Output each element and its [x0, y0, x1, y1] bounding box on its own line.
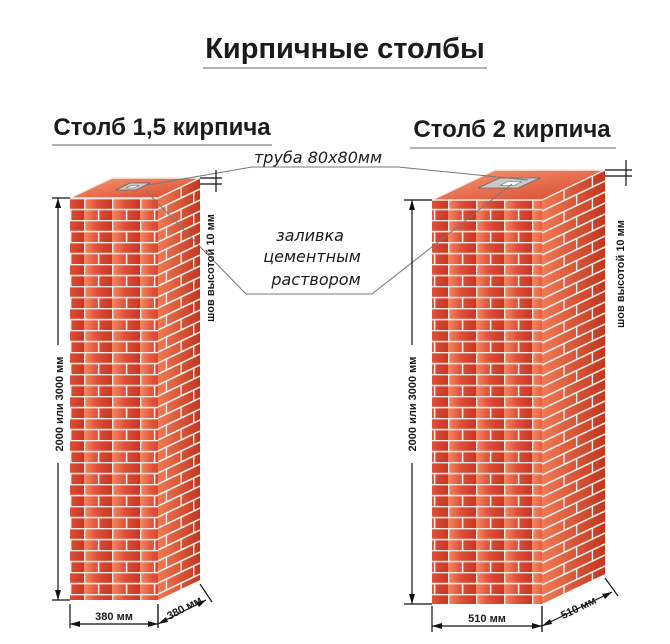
pipe-callout-label: труба 80х80мм — [254, 148, 382, 167]
pillar-right-heading: Столб 2 кирпича — [413, 116, 611, 143]
pillar-left-width-label: 380 мм — [95, 611, 133, 623]
pipe-leader-right — [397, 166, 529, 181]
pillar-left-pipe-hole — [125, 185, 140, 189]
pillar-right-height-label: 2000 или 3000 мм — [407, 357, 419, 452]
fill-callout-line3: раствором — [270, 270, 360, 289]
pillar-right-width-dimension: 510 мм — [431, 606, 543, 632]
fill-callout-line1: заливка — [276, 226, 344, 245]
seam-right-label: шов высотой 10 мм — [615, 220, 627, 328]
pillar-right-side-mortar — [541, 176, 606, 597]
pillar-left-height-dimension: 2000 или 3000 мм — [50, 197, 70, 601]
fill-leader-left — [144, 189, 247, 295]
pillar-left-front-face — [70, 198, 158, 600]
pillar-left-heading: Столб 1,5 кирпича — [53, 114, 271, 141]
pillar-left-side-face — [158, 178, 200, 600]
diagram-title: Кирпичные столбы — [205, 33, 485, 65]
fill-callout-line2: цементным — [263, 247, 361, 266]
pillar-right-front-face — [432, 200, 542, 604]
pillar-left — [69, 177, 201, 600]
pillar-right-side-face — [542, 170, 605, 604]
pillar-left-depth-label: 380 мм — [165, 594, 204, 622]
pillar-left-side-mortar — [157, 187, 201, 595]
pillar-left-width-dimension: 380 мм — [69, 604, 159, 628]
fill-leader-right — [371, 183, 513, 295]
pillar-right-height-dimension: 2000 или 3000 мм — [403, 199, 432, 605]
pillar-right-width-label: 510 мм — [468, 613, 506, 625]
pillar-right-depth-label: 510 мм — [559, 595, 598, 622]
pillar-right — [431, 169, 606, 604]
seam-left-label: шов высотой 10 мм — [205, 214, 217, 322]
pillar-left-height-label: 2000 или 3000 мм — [54, 357, 66, 452]
pipe-leader-left — [147, 166, 253, 186]
